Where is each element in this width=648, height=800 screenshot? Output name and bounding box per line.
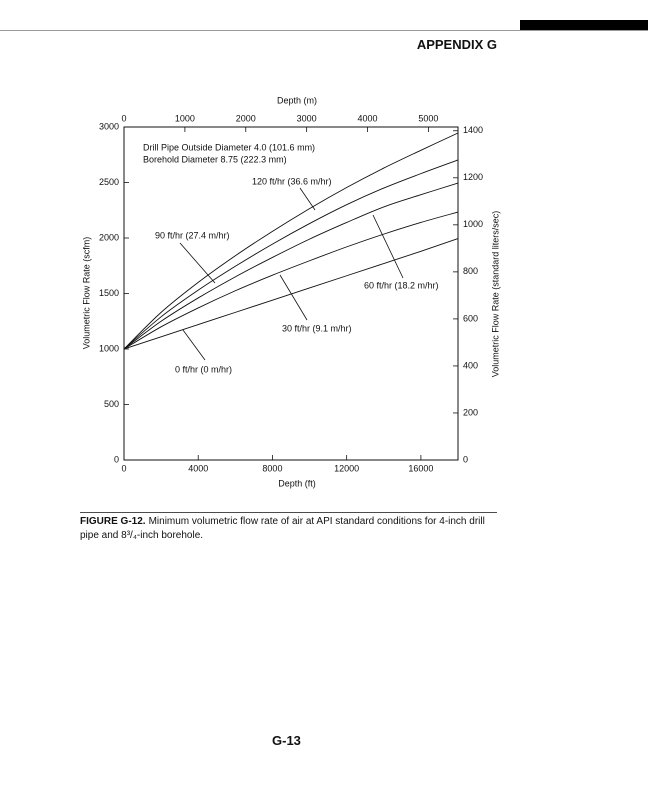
leader-line: [179, 242, 216, 284]
y2-tick-label: 400: [463, 360, 478, 370]
curve-label: 60 ft/hr (18.2 m/hr): [364, 280, 439, 290]
x2-tick-label: 1000: [175, 113, 195, 123]
y-axis-label: Volumetric Flow Rate (scfm): [81, 237, 91, 350]
leader-line: [279, 274, 308, 321]
y-tick-label: 0: [114, 454, 119, 464]
x-tick-label: 8000: [262, 463, 282, 473]
y-tick-label: 3000: [99, 121, 119, 131]
y2-tick-label: 200: [463, 407, 478, 417]
leader-line: [299, 187, 316, 211]
y2-tick-label: 800: [463, 266, 478, 276]
y-tick-label: 2000: [99, 232, 119, 242]
y2-tick-label: 600: [463, 313, 478, 323]
annotation: Drill Pipe Outside Diameter 4.0 (101.6 m…: [143, 142, 315, 152]
curve-label: 90 ft/hr (27.4 m/hr): [155, 230, 230, 240]
x-tick-label: 16000: [408, 463, 433, 473]
x2-tick-label: 4000: [358, 113, 378, 123]
y-tick-label: 500: [104, 399, 119, 409]
flow-curve: [123, 132, 459, 350]
flow-curve: [123, 159, 459, 350]
figure-caption: FIGURE G-12. Minimum volumetric flow rate…: [80, 515, 500, 543]
y2-axis-label: Volumetric Flow Rate (standard liters/se…: [490, 211, 500, 378]
x2-tick-label: 0: [121, 113, 126, 123]
curve-label: 30 ft/hr (9.1 m/hr): [282, 323, 352, 333]
leader-line: [372, 214, 404, 279]
x-tick-label: 12000: [334, 463, 359, 473]
x2-tick-label: 3000: [297, 113, 317, 123]
header-bar: [520, 20, 648, 30]
caption-text: Minimum volumetric flow rate of air at A…: [80, 516, 485, 541]
x2-axis-label: Depth (m): [277, 95, 317, 105]
y2-tick-label: 0: [463, 454, 468, 464]
x2-tick-label: 5000: [418, 113, 438, 123]
y-tick-label: 2500: [99, 177, 119, 187]
x-axis-label: Depth (ft): [278, 478, 316, 488]
curve-label: 120 ft/hr (36.6 m/hr): [252, 176, 332, 186]
x-tick-label: 4000: [188, 463, 208, 473]
y-tick-label: 1500: [99, 288, 119, 298]
flow-curve: [123, 211, 459, 350]
appendix-title: APPENDIX G: [416, 37, 497, 52]
y2-tick-label: 1000: [463, 219, 483, 229]
annotation: Borehold Diameter 8.75 (222.3 mm): [143, 154, 287, 164]
page-number: G-13: [272, 733, 301, 748]
y-tick-label: 1000: [99, 343, 119, 353]
curve-label: 0 ft/hr (0 m/hr): [175, 364, 232, 374]
x-tick-label: 0: [121, 463, 126, 473]
y2-tick-label: 1400: [463, 125, 483, 135]
flow-curve: [123, 182, 459, 350]
caption-label: FIGURE G-12.: [80, 516, 146, 527]
x2-tick-label: 2000: [236, 113, 256, 123]
leader-line: [182, 329, 206, 361]
y2-tick-label: 1200: [463, 172, 483, 182]
